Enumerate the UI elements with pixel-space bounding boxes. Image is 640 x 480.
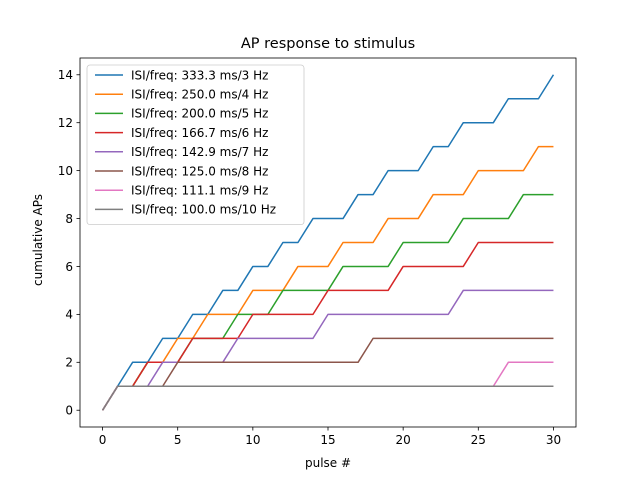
y-axis-label: cumulative APs <box>31 194 45 286</box>
y-axis-ticks: 0 2 4 6 8 10 12 14 <box>58 68 80 418</box>
series-line-6 <box>101 337 554 411</box>
plot-area <box>79 57 577 428</box>
y-tick-label: 10 <box>58 164 73 178</box>
y-tick-label: 4 <box>65 308 73 322</box>
legend-label-8: ISI/freq: 100.0 ms/10 Hz <box>131 203 276 217</box>
x-axis-label: pulse # <box>305 456 351 470</box>
legend-label-3: ISI/freq: 200.0 ms/5 Hz <box>131 107 268 121</box>
y-tick-label: 14 <box>58 68 73 82</box>
chart-title: AP response to stimulus <box>241 36 415 52</box>
legend: ISI/freq: 333.3 ms/3 Hz ISI/freq: 250.0 m… <box>86 64 305 226</box>
x-tick-label: 20 <box>396 433 411 447</box>
x-tick-label: 10 <box>245 433 260 447</box>
legend-label-4: ISI/freq: 166.7 ms/6 Hz <box>131 126 268 140</box>
y-tick-label: 2 <box>65 356 73 370</box>
legend-label-7: ISI/freq: 111.1 ms/9 Hz <box>131 184 268 198</box>
x-tick-label: 15 <box>320 433 335 447</box>
y-tick-label: 12 <box>58 116 73 130</box>
x-tick-label: 25 <box>471 433 486 447</box>
y-tick-label: 6 <box>65 260 73 274</box>
x-axis-ticks: 0 5 10 15 20 25 30 <box>99 427 561 447</box>
series-line-8 <box>101 385 554 411</box>
legend-box <box>86 64 305 226</box>
legend-label-1: ISI/freq: 333.3 ms/3 Hz <box>131 68 268 82</box>
y-tick-label: 8 <box>65 212 73 226</box>
x-tick-label: 5 <box>174 433 182 447</box>
series-line-2 <box>101 145 554 411</box>
legend-label-5: ISI/freq: 142.9 ms/7 Hz <box>131 145 268 159</box>
y-tick-label: 0 <box>65 404 73 418</box>
legend-label-6: ISI/freq: 125.0 ms/8 Hz <box>131 164 268 178</box>
x-tick-label: 0 <box>99 433 107 447</box>
x-tick-label: 30 <box>546 433 561 447</box>
legend-label-2: ISI/freq: 250.0 ms/4 Hz <box>131 88 268 102</box>
